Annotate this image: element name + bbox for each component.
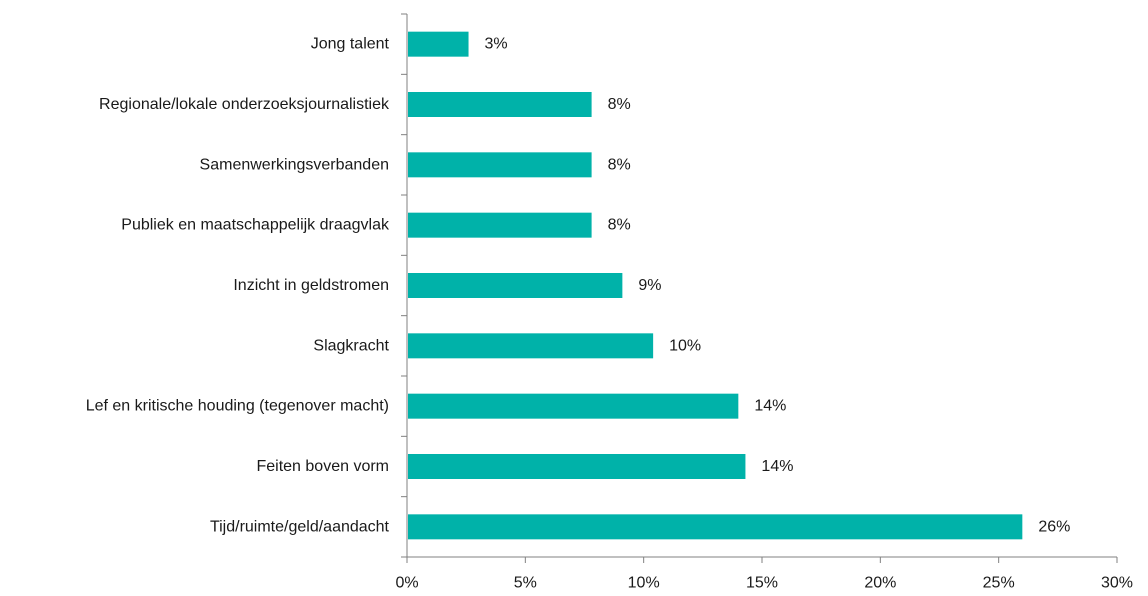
category-label: Inzicht in geldstromen: [233, 277, 389, 294]
data-label: 9%: [638, 277, 661, 294]
x-tick-label: 25%: [983, 575, 1015, 592]
bars: [408, 31, 1023, 540]
x-tick-label: 5%: [514, 575, 537, 592]
axes: 0% 5% 10% 15% 20% 25% 30%: [395, 13, 1133, 592]
category-label: Jong talent: [311, 36, 390, 53]
data-label: 8%: [608, 217, 631, 234]
bar: [408, 212, 592, 238]
category-label: Slagkracht: [313, 337, 389, 354]
bar: [408, 31, 469, 57]
data-label: 26%: [1038, 518, 1070, 535]
category-label: Regionale/lokale onderzoeksjournalistiek: [99, 96, 390, 113]
data-label: 10%: [669, 337, 701, 354]
x-tick-label: 10%: [628, 575, 660, 592]
bar: [408, 393, 739, 419]
category-label: Tijd/ruimte/geld/aandacht: [210, 518, 390, 535]
category-label: Publiek en maatschappelijk draagvlak: [121, 217, 390, 234]
category-label: Lef en kritische houding (tegenover mach…: [86, 398, 389, 415]
data-label: 14%: [761, 458, 793, 475]
bar: [408, 273, 623, 298]
data-label: 3%: [485, 36, 508, 53]
x-tick-label: 15%: [746, 575, 778, 592]
x-tick-label: 20%: [864, 575, 896, 592]
bar: [408, 333, 654, 359]
bar: [408, 92, 592, 117]
x-tick-label: 30%: [1101, 575, 1133, 592]
labels: Jong talent 3% Regionale/lokale onderzoeks…: [86, 36, 1071, 536]
category-label: Samenwerkingsverbanden: [200, 156, 389, 173]
bar: [408, 152, 592, 178]
data-label: 14%: [754, 398, 786, 415]
x-tick-label: 0%: [395, 575, 418, 592]
data-label: 8%: [608, 156, 631, 173]
bar: [408, 514, 1023, 540]
category-label: Feiten boven vorm: [256, 458, 389, 475]
bar: [408, 454, 746, 479]
data-label: 8%: [608, 96, 631, 113]
